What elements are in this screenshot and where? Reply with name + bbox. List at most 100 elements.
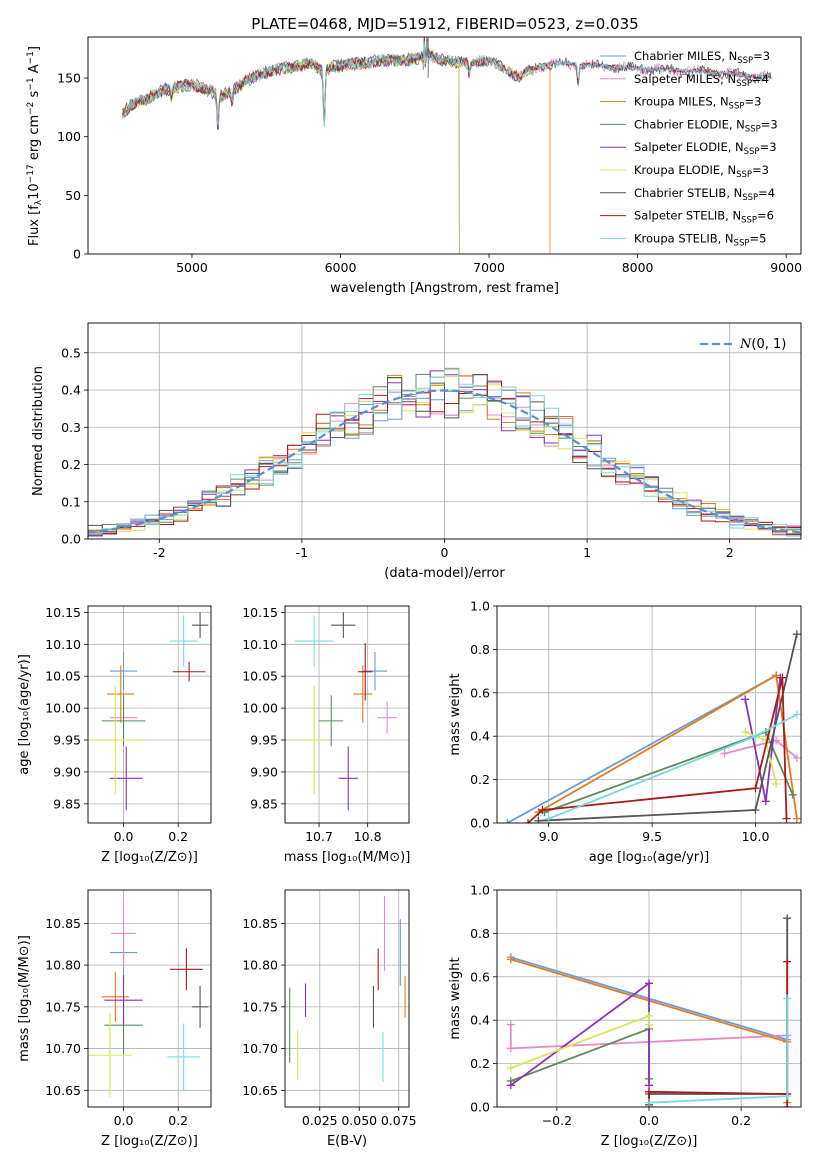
plot-area <box>497 890 801 1107</box>
x-tick-label: 9000 <box>770 260 802 275</box>
legend-name: Chabrier ELODIE, N <box>634 117 745 131</box>
weight-marker <box>783 914 792 923</box>
legend-count: =3 <box>760 140 777 154</box>
y-axis-label: Flux [fλ10−17 erg cm−2 s−1 A−1] <box>26 46 44 246</box>
y-tick-label: 10.85 <box>45 916 81 931</box>
legend-label: Chabrier MILES, NSSP=3 <box>634 49 770 66</box>
y-tick-label: 0.6 <box>470 685 490 700</box>
y-tick-label: 0.4 <box>470 1013 490 1028</box>
legend-name: Salpeter STELIB, N <box>634 209 741 223</box>
errorbar-point-salpeter-stelib <box>170 948 203 991</box>
plot-area <box>285 890 409 1107</box>
axes-mass_vs_Z: 0.0 0.2 10.65 10.70 10.75 10.80 10.85 Z [log₁₀(… <box>17 889 212 1149</box>
y-tick-label: 0.8 <box>470 926 490 941</box>
weight-marker <box>544 814 553 823</box>
legend-name: Chabrier MILES, N <box>634 49 737 63</box>
weight-marker <box>751 805 760 814</box>
y-tick-label: 9.95 <box>250 733 278 748</box>
x-tick-label: 0.025 <box>302 1113 338 1128</box>
legend-name: Salpeter MILES, N <box>634 72 736 86</box>
x-axis-label: mass [log₁₀(M/M⊙)] <box>284 850 411 865</box>
legend-count: =3 <box>761 117 778 131</box>
axes-frame <box>496 889 802 1108</box>
weight-line <box>506 674 777 823</box>
y-axis-label-part: 10 <box>27 183 42 200</box>
x-tick-label: 0.2 <box>731 1113 751 1128</box>
legend-sub: SSP <box>745 124 761 134</box>
y-axis-label-part: erg cm <box>27 115 42 164</box>
y-tick-label: 1.0 <box>470 883 490 898</box>
x-tick-label: 9.0 <box>539 829 559 844</box>
legend-count: =3 <box>744 95 761 109</box>
y-tick-label: 50 <box>65 188 81 203</box>
y-axis-label-part: −2 <box>26 102 36 115</box>
x-tick-label: -1 <box>296 545 308 560</box>
histogram-kroupa-elodie <box>88 375 801 532</box>
x-tick-label: 8000 <box>622 260 654 275</box>
legend-label: Kroupa ELODIE, NSSP=3 <box>634 163 769 180</box>
errorbar-point-kroupa-elodie <box>88 685 143 795</box>
legend-args: (0, 1) <box>751 337 786 352</box>
x-tick-label: 0.0 <box>114 829 134 844</box>
weight-marker <box>783 957 792 966</box>
y-axis-label: Normed distribution <box>31 366 46 496</box>
weight-marker <box>783 994 792 1003</box>
y-tick-label: 10.65 <box>45 1083 81 1098</box>
y-axis-label-part: Flux [f <box>27 205 42 246</box>
errorbar-point-chabrier-elodie <box>101 695 146 747</box>
legend-name: Chabrier STELIB, N <box>634 186 742 200</box>
x-tick-label: 6000 <box>325 260 357 275</box>
y-tick-label: 0.0 <box>470 1100 490 1115</box>
y-axis-label: mass [log₁₀(M/M⊙)] <box>17 935 32 1062</box>
weight-marker <box>772 779 781 788</box>
axes-mass_vs_ebv: 0.025 0.050 0.075 10.65 10.70 10.75 10.80 10.85… <box>242 889 417 1149</box>
axes-frame <box>87 36 802 255</box>
weight-series-salpeter-stelib <box>524 673 791 823</box>
y-axis-label: age [log₁₀(age/yr)] <box>17 654 32 775</box>
legend-name: Kroupa ELODIE, N <box>634 163 736 177</box>
weight-series-kroupa-stelib <box>544 710 801 823</box>
spectrum-series-kroupa-stelib <box>121 41 772 127</box>
weight-marker <box>761 797 770 806</box>
legend-sub: SSP <box>729 102 745 112</box>
y-tick-label: 0.5 <box>61 345 81 360</box>
weight-series-kroupa-elodie <box>741 727 781 788</box>
x-tick-label: 9.5 <box>642 829 662 844</box>
legend-count: =4 <box>758 186 775 200</box>
spectrum-series-salpeter-stelib <box>121 37 772 124</box>
weight-marker <box>741 727 750 736</box>
y-axis-label: mass weight <box>448 957 463 1039</box>
y-axis-label-part: A <box>27 64 42 77</box>
errorbar-point-salpeter-miles <box>111 900 136 967</box>
y-axis-label-part: −17 <box>26 164 36 183</box>
plot-area <box>121 37 772 254</box>
weight-series-salpeter-elodie <box>741 673 785 806</box>
errorbar-point-salpeter-stelib <box>172 662 206 682</box>
y-tick-label: 9.90 <box>53 764 81 779</box>
axes-frame <box>284 605 410 824</box>
errorbar-point-chabrier-elodie <box>319 695 344 747</box>
legend-sub: SSP <box>734 238 750 248</box>
weight-marker <box>751 784 760 793</box>
weight-marker <box>506 955 515 964</box>
x-tick-label: 10.7 <box>305 829 333 844</box>
weight-marker <box>503 819 512 823</box>
errorbar-point-chabrier-miles <box>362 651 388 691</box>
weight-marker <box>645 1087 653 1096</box>
legend-sub: SSP <box>744 147 760 157</box>
weight-marker <box>792 814 801 823</box>
x-tick-label: 2 <box>726 545 734 560</box>
y-tick-label: 9.90 <box>250 764 278 779</box>
plot-area <box>88 606 211 823</box>
weight-series-kroupa-elodie <box>506 1011 653 1072</box>
weight-marker <box>538 805 547 814</box>
x-tick-label: −0.2 <box>542 1113 572 1128</box>
weight-marker <box>645 1020 653 1029</box>
x-tick-label: 0.075 <box>381 1113 417 1128</box>
x-tick-label: 7000 <box>473 260 505 275</box>
x-axis-label: (data-model)/error <box>384 566 505 581</box>
spectrum-series-chabrier-stelib <box>121 38 772 121</box>
weight-marker <box>783 1103 792 1107</box>
y-tick-label: 0.4 <box>61 383 81 398</box>
